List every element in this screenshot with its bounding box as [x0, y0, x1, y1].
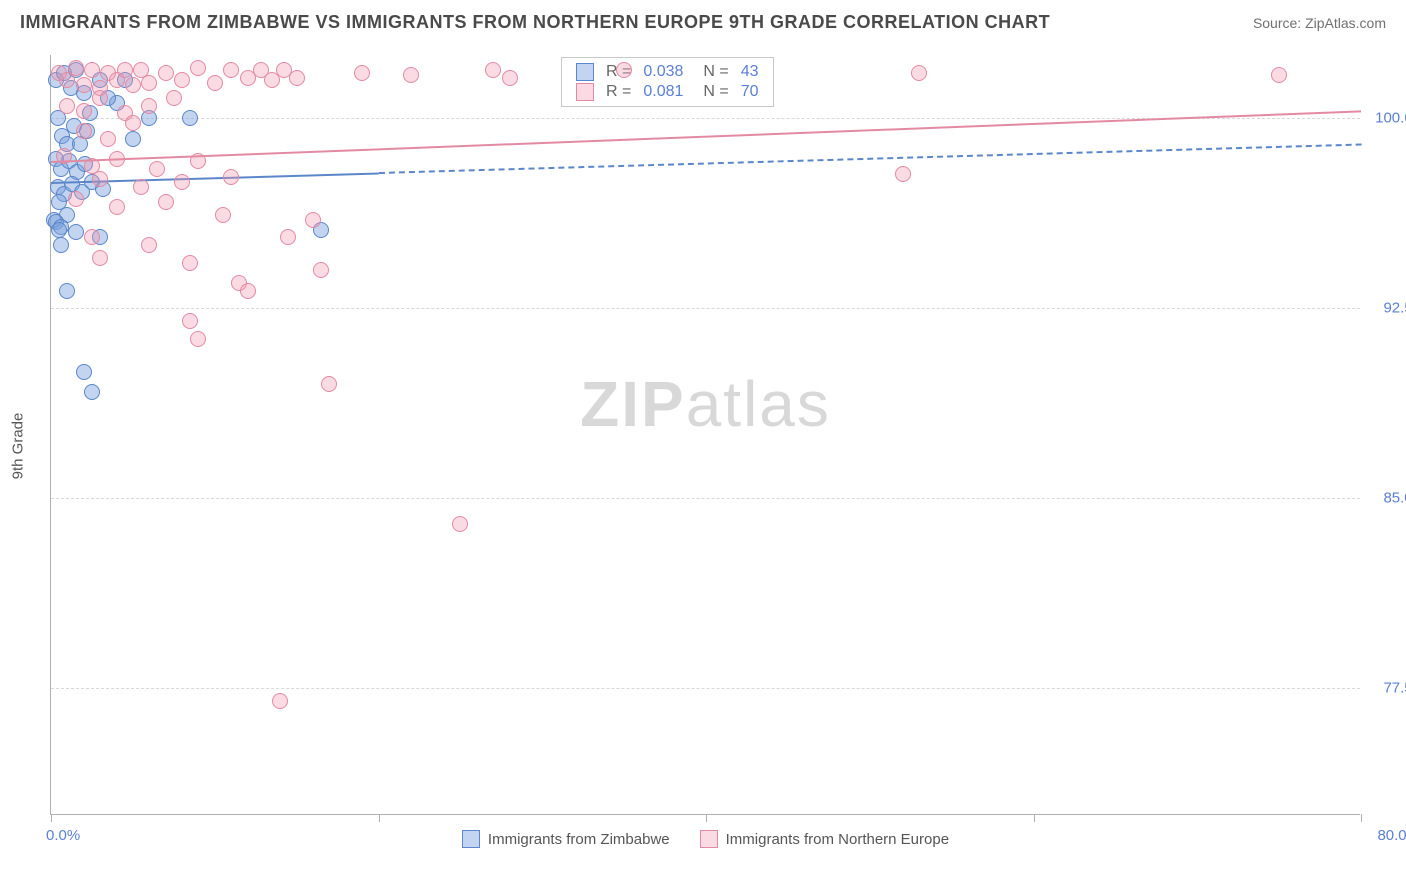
gridline: [51, 688, 1360, 689]
correlation-legend: R =0.038N =43R =0.081N =70: [561, 57, 774, 107]
y-tick-label: 92.5%: [1383, 300, 1406, 317]
plot-area: ZIPatlas R =0.038N =43R =0.081N =70 Immi…: [50, 55, 1360, 815]
source-label: Source: ZipAtlas.com: [1253, 15, 1386, 31]
data-point: [502, 70, 518, 86]
data-point: [92, 171, 108, 187]
data-point: [125, 131, 141, 147]
data-point: [92, 250, 108, 266]
data-point: [100, 131, 116, 147]
data-point: [174, 174, 190, 190]
data-point: [149, 161, 165, 177]
data-point: [141, 75, 157, 91]
series-legend: Immigrants from Zimbabwe Immigrants from …: [51, 830, 1360, 848]
data-point: [51, 222, 67, 238]
data-point: [280, 229, 296, 245]
y-tick-label: 100.0%: [1375, 110, 1406, 127]
data-point: [76, 77, 92, 93]
data-point: [125, 77, 141, 93]
data-point: [59, 283, 75, 299]
chart-title: IMMIGRANTS FROM ZIMBABWE VS IMMIGRANTS F…: [20, 12, 1050, 33]
data-point: [133, 179, 149, 195]
gridline: [51, 308, 1360, 309]
data-point: [272, 693, 288, 709]
data-point: [68, 191, 84, 207]
y-tick-label: 85.0%: [1383, 490, 1406, 507]
legend-swatch: [576, 83, 594, 101]
x-tick-label-max: 80.0%: [1377, 827, 1406, 844]
x-tick-label-min: 0.0%: [46, 827, 80, 844]
data-point: [117, 62, 133, 78]
data-point: [76, 364, 92, 380]
data-point: [92, 90, 108, 106]
data-point: [84, 62, 100, 78]
legend-item: Immigrants from Zimbabwe: [462, 830, 670, 848]
data-point: [109, 199, 125, 215]
data-point: [182, 313, 198, 329]
data-point: [190, 60, 206, 76]
data-point: [141, 98, 157, 114]
x-tick: [1034, 814, 1035, 822]
legend-label: Immigrants from Northern Europe: [726, 831, 949, 848]
data-point: [305, 212, 321, 228]
data-point: [289, 70, 305, 86]
data-point: [182, 255, 198, 271]
y-tick-label: 77.5%: [1383, 680, 1406, 697]
data-point: [68, 60, 84, 76]
legend-swatch: [700, 830, 718, 848]
data-point: [53, 237, 69, 253]
legend-swatch: [462, 830, 480, 848]
data-point: [313, 262, 329, 278]
gridline: [51, 498, 1360, 499]
data-point: [76, 103, 92, 119]
data-point: [452, 516, 468, 532]
legend-item: Immigrants from Northern Europe: [700, 830, 949, 848]
data-point: [616, 62, 632, 78]
data-point: [354, 65, 370, 81]
data-point: [76, 123, 92, 139]
data-point: [911, 65, 927, 81]
data-point: [84, 229, 100, 245]
data-point: [485, 62, 501, 78]
data-point: [223, 62, 239, 78]
trend-line: [378, 144, 1361, 174]
x-tick: [379, 814, 380, 822]
data-point: [215, 207, 231, 223]
data-point: [207, 75, 223, 91]
data-point: [321, 376, 337, 392]
data-point: [223, 169, 239, 185]
x-tick: [1361, 814, 1362, 822]
data-point: [141, 237, 157, 253]
data-point: [174, 72, 190, 88]
data-point: [1271, 67, 1287, 83]
data-point: [59, 98, 75, 114]
data-point: [158, 194, 174, 210]
data-point: [240, 283, 256, 299]
data-point: [84, 384, 100, 400]
y-axis-label: 9th Grade: [10, 413, 27, 480]
data-point: [190, 331, 206, 347]
data-point: [158, 65, 174, 81]
x-tick: [51, 814, 52, 822]
data-point: [895, 166, 911, 182]
data-point: [125, 115, 141, 131]
x-tick: [706, 814, 707, 822]
legend-swatch: [576, 63, 594, 81]
data-point: [182, 110, 198, 126]
data-point: [68, 224, 84, 240]
data-point: [403, 67, 419, 83]
correlation-row: R =0.038N =43: [576, 62, 759, 82]
correlation-row: R =0.081N =70: [576, 82, 759, 102]
legend-label: Immigrants from Zimbabwe: [488, 831, 670, 848]
data-point: [166, 90, 182, 106]
watermark: ZIPatlas: [580, 367, 831, 441]
